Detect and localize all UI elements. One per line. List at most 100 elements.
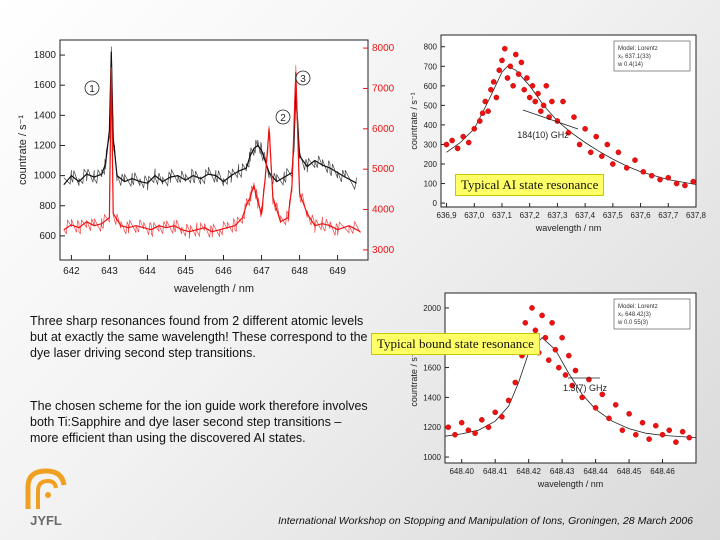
- data-point: [526, 94, 533, 101]
- data-point: [555, 364, 562, 371]
- data-point: [490, 79, 497, 85]
- x-tick-label: 644: [139, 266, 156, 277]
- data-point: [572, 367, 579, 374]
- y-axis-label: countrate / s⁻¹: [409, 349, 419, 406]
- y-tick-label: 800: [39, 201, 56, 212]
- data-point: [686, 434, 693, 441]
- y-tick-label: 1200: [34, 140, 57, 151]
- y2-tick-label: 4000: [372, 205, 395, 216]
- data-point: [479, 416, 485, 423]
- y-tick-label: 400: [424, 121, 438, 130]
- data-point: [648, 172, 655, 179]
- resonance-paragraph: Three sharp resonances found from 2 diff…: [30, 314, 368, 360]
- data-point: [565, 129, 572, 136]
- data-point: [659, 431, 666, 438]
- y-tick-label: 600: [424, 82, 438, 91]
- data-point: [571, 114, 577, 120]
- x-axis-label: wavelength / nm: [535, 223, 602, 233]
- data-point: [593, 133, 599, 140]
- x-tick-label: 648.44: [583, 467, 608, 476]
- fit-inset-box: [613, 298, 691, 330]
- y-tick-label: 1000: [423, 453, 441, 462]
- ai-state-banner: Typical AI state resonance: [455, 174, 605, 196]
- data-point: [540, 102, 547, 109]
- data-point: [524, 75, 530, 81]
- data-point: [559, 334, 565, 341]
- x-tick-label: 637,1: [492, 211, 513, 220]
- data-point: [535, 90, 541, 97]
- data-point: [657, 176, 663, 183]
- data-point: [552, 346, 559, 353]
- data-point: [513, 51, 519, 58]
- y-tick-label: 100: [424, 180, 438, 189]
- x-tick-label: 637,8: [686, 211, 707, 220]
- data-point: [521, 86, 527, 93]
- bound-state-banner: Typical bound state resonance: [371, 333, 540, 355]
- data-point: [499, 413, 505, 420]
- fit-inset-line: Model: Lorentz: [618, 46, 658, 52]
- data-point: [522, 320, 529, 326]
- data-point: [460, 133, 467, 140]
- x-tick-label: 637,4: [575, 211, 596, 220]
- y-tick-label: 1600: [423, 364, 441, 373]
- y-axis-label: countrate / s⁻¹: [409, 92, 419, 149]
- width-annotation: 184(10) GHz: [517, 130, 569, 140]
- data-point: [673, 439, 679, 445]
- data-point: [542, 334, 549, 341]
- data-point: [493, 94, 500, 101]
- y-tick-label: 200: [424, 160, 438, 169]
- data-point: [599, 391, 606, 398]
- data-point: [518, 59, 525, 66]
- y-tick-label: 0: [433, 199, 438, 208]
- bound-resonance-svg: 100012001400160018002000648.40648.41648.…: [409, 292, 697, 489]
- x-tick-label: 648.40: [449, 467, 474, 476]
- logo-dot: [45, 492, 51, 498]
- data-point: [485, 424, 492, 430]
- data-point: [454, 145, 461, 152]
- y-tick-label: 1400: [34, 110, 57, 121]
- main-spectrum-chart: 642 643 644 645 646 647 648 649 600 800 1000 1200 14…: [0, 20, 415, 305]
- data-point: [465, 139, 472, 146]
- data-point: [510, 83, 516, 89]
- data-point: [690, 178, 697, 185]
- y-tick-label: 1400: [423, 393, 441, 402]
- data-point: [472, 430, 478, 436]
- y2-tick-label: 6000: [372, 124, 395, 135]
- data-point: [623, 165, 630, 171]
- x-axis-label: wavelength / nm: [173, 283, 254, 295]
- x-tick-label: 637,2: [520, 211, 541, 220]
- data-point: [666, 427, 673, 433]
- data-point: [626, 411, 632, 417]
- y-tick-label: 700: [424, 62, 438, 71]
- x-tick-label: 643: [101, 266, 118, 277]
- data-point: [549, 320, 555, 326]
- red-trace-noise: [63, 65, 361, 239]
- data-point: [640, 168, 647, 175]
- data-point: [632, 431, 639, 438]
- data-point: [560, 98, 566, 105]
- data-point: [449, 137, 455, 144]
- x-tick-label: 648.45: [617, 467, 642, 476]
- scheme-paragraph: The chosen scheme for the ion guide work…: [30, 399, 368, 445]
- peak-annotation-label: 2: [280, 113, 286, 124]
- y-tick-label: 300: [424, 140, 438, 149]
- data-point: [537, 108, 544, 114]
- fit-inset-box: [613, 40, 691, 72]
- data-point: [606, 415, 612, 422]
- data-point: [504, 75, 511, 81]
- fit-inset-line: w 0.0 55(3): [617, 320, 648, 326]
- data-point: [477, 118, 483, 124]
- ai-resonance-svg: 0 100 200 300 400 500 600 700 800 636,9 637,0 637,1…: [409, 34, 707, 233]
- data-point: [465, 427, 472, 433]
- data-point: [615, 149, 622, 156]
- data-point: [604, 141, 611, 148]
- data-point: [482, 98, 489, 105]
- data-point: [579, 394, 585, 401]
- x-tick-label: 648.42: [516, 467, 541, 476]
- data-point: [598, 153, 605, 159]
- data-point: [488, 86, 494, 93]
- data-point: [639, 419, 646, 426]
- data-point: [507, 63, 514, 70]
- fit-inset-line: x₀ 637.1(33): [618, 54, 651, 60]
- peak-annotation-circle: [84, 80, 100, 96]
